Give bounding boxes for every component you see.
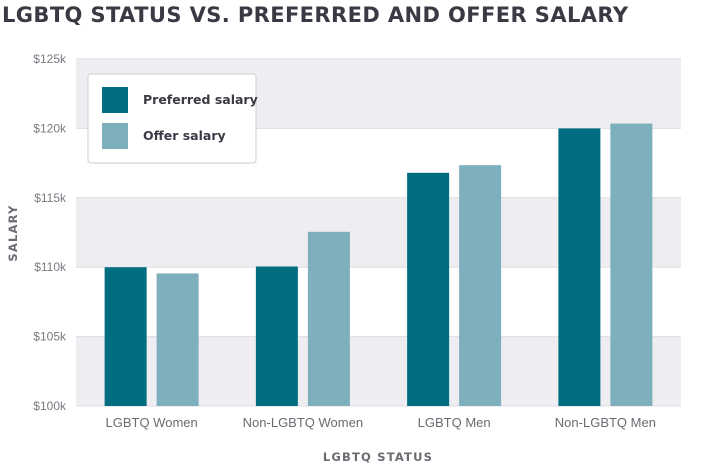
bar-preferred bbox=[104, 267, 147, 406]
bar-offer bbox=[307, 231, 350, 406]
y-tick-label: $100k bbox=[33, 399, 67, 413]
y-tick-label: $115k bbox=[34, 191, 67, 205]
chart-title: LGBTQ STATUS VS. PREFERRED AND OFFER SAL… bbox=[2, 3, 629, 27]
y-tick-label: $125k bbox=[33, 52, 67, 66]
y-tick-label: $120k bbox=[33, 121, 67, 135]
legend-box bbox=[87, 73, 257, 164]
x-tick-label: Non-LGBTQ Women bbox=[243, 415, 363, 430]
legend-swatch-preferred bbox=[102, 87, 128, 113]
x-tick-label: Non-LGBTQ Men bbox=[555, 415, 656, 430]
legend-label-preferred: Preferred salary bbox=[143, 92, 258, 107]
bar-preferred bbox=[407, 172, 450, 406]
bar-preferred bbox=[558, 128, 601, 406]
bar-preferred bbox=[255, 266, 298, 406]
legend-swatch-offer bbox=[102, 123, 128, 149]
x-axis-title: LGBTQ STATUS bbox=[323, 450, 433, 464]
y-axis-ticks: $100k $105k $110k $115k $120k $125k bbox=[33, 52, 67, 413]
bar-offer bbox=[610, 123, 653, 407]
legend-label-offer: Offer salary bbox=[143, 128, 226, 143]
x-tick-label: LGBTQ Women bbox=[106, 415, 198, 430]
legend: Preferred salary Offer salary bbox=[87, 73, 258, 164]
bar-offer bbox=[459, 165, 502, 406]
y-axis-title: SALARY bbox=[6, 204, 20, 261]
bar-offer bbox=[156, 273, 199, 406]
y-tick-label: $110k bbox=[34, 260, 67, 274]
bars bbox=[104, 123, 653, 407]
y-tick-label: $105k bbox=[33, 330, 67, 344]
x-axis-ticks: LGBTQ Women Non-LGBTQ Women LGBTQ Men Non-L… bbox=[106, 415, 656, 430]
x-tick-label: LGBTQ Men bbox=[418, 415, 491, 430]
